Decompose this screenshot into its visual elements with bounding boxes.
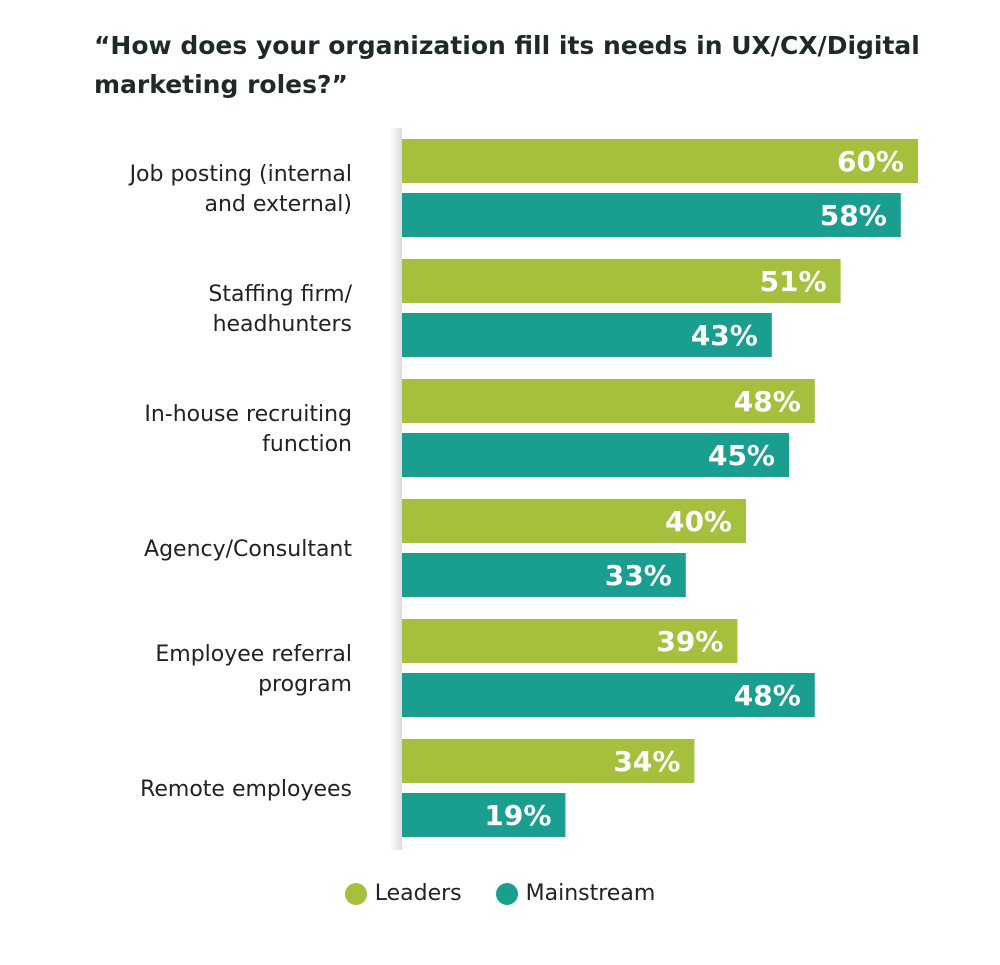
category-label-5: Remote employees xyxy=(140,777,352,802)
category-label-line: In-house recruiting xyxy=(144,402,352,427)
bar-mainstream-2 xyxy=(402,433,789,477)
category-label-line: Staffing firm/ xyxy=(208,282,352,307)
category-label-3: Agency/Consultant xyxy=(144,537,352,562)
category-label-line: Employee referral xyxy=(155,642,352,667)
bar-leaders-3 xyxy=(402,499,746,543)
bar-mainstream-5 xyxy=(402,793,566,837)
category-label-line: Job posting (internal xyxy=(128,162,352,187)
legend: Leaders Mainstream xyxy=(0,881,1000,906)
value-label-leaders-4: 39% xyxy=(656,625,723,658)
value-label-mainstream-5: 19% xyxy=(484,799,551,832)
category-label-line: Remote employees xyxy=(140,777,352,802)
value-label-mainstream-0: 58% xyxy=(820,199,887,232)
value-label-leaders-5: 34% xyxy=(613,745,680,778)
value-label-leaders-2: 48% xyxy=(734,385,801,418)
bar-mainstream-3 xyxy=(402,553,686,597)
category-label-line: and external) xyxy=(205,192,353,217)
bars-group: 60% 58% Job posting (internal and external)… xyxy=(128,139,918,837)
legend-item-mainstream: Mainstream xyxy=(495,881,656,906)
category-label-line: headhunters xyxy=(213,312,352,337)
category-label-line: program xyxy=(258,672,352,697)
category-label-4: Employee referral program xyxy=(155,642,352,697)
value-label-leaders-1: 51% xyxy=(760,265,827,298)
bar-leaders-1 xyxy=(402,259,841,303)
legend-swatch-leaders xyxy=(344,882,367,905)
bar-chart: 60% 58% Job posting (internal and external)… xyxy=(128,128,918,850)
bar-leaders-4 xyxy=(402,619,738,663)
axis-shadow xyxy=(390,128,402,850)
legend-label-leaders: Leaders xyxy=(374,881,462,906)
category-label-1: Staffing firm/headhunters xyxy=(208,282,352,337)
bar-leaders-2 xyxy=(402,379,815,423)
bar-mainstream-1 xyxy=(402,313,772,357)
legend-item-leaders: Leaders xyxy=(344,881,462,906)
value-label-mainstream-1: 43% xyxy=(691,319,758,352)
value-label-mainstream-2: 45% xyxy=(708,439,775,472)
bar-mainstream-4 xyxy=(402,673,815,717)
bar-leaders-5 xyxy=(402,739,695,783)
bar-mainstream-0 xyxy=(402,193,901,237)
category-label-line: Agency/Consultant xyxy=(144,537,352,562)
category-label-line: function xyxy=(262,432,352,457)
category-label-0: Job posting (internal and external) xyxy=(128,162,352,217)
category-label-2: In-house recruiting function xyxy=(144,402,352,457)
chart-title: “How does your organization fill its nee… xyxy=(94,31,920,99)
legend-swatch-mainstream xyxy=(495,882,518,905)
value-label-leaders-0: 60% xyxy=(837,145,904,178)
bar-leaders-0 xyxy=(402,139,918,183)
legend-label-mainstream: Mainstream xyxy=(525,881,656,906)
value-label-mainstream-3: 33% xyxy=(605,559,672,592)
value-label-mainstream-4: 48% xyxy=(734,679,801,712)
value-label-leaders-3: 40% xyxy=(665,505,732,538)
